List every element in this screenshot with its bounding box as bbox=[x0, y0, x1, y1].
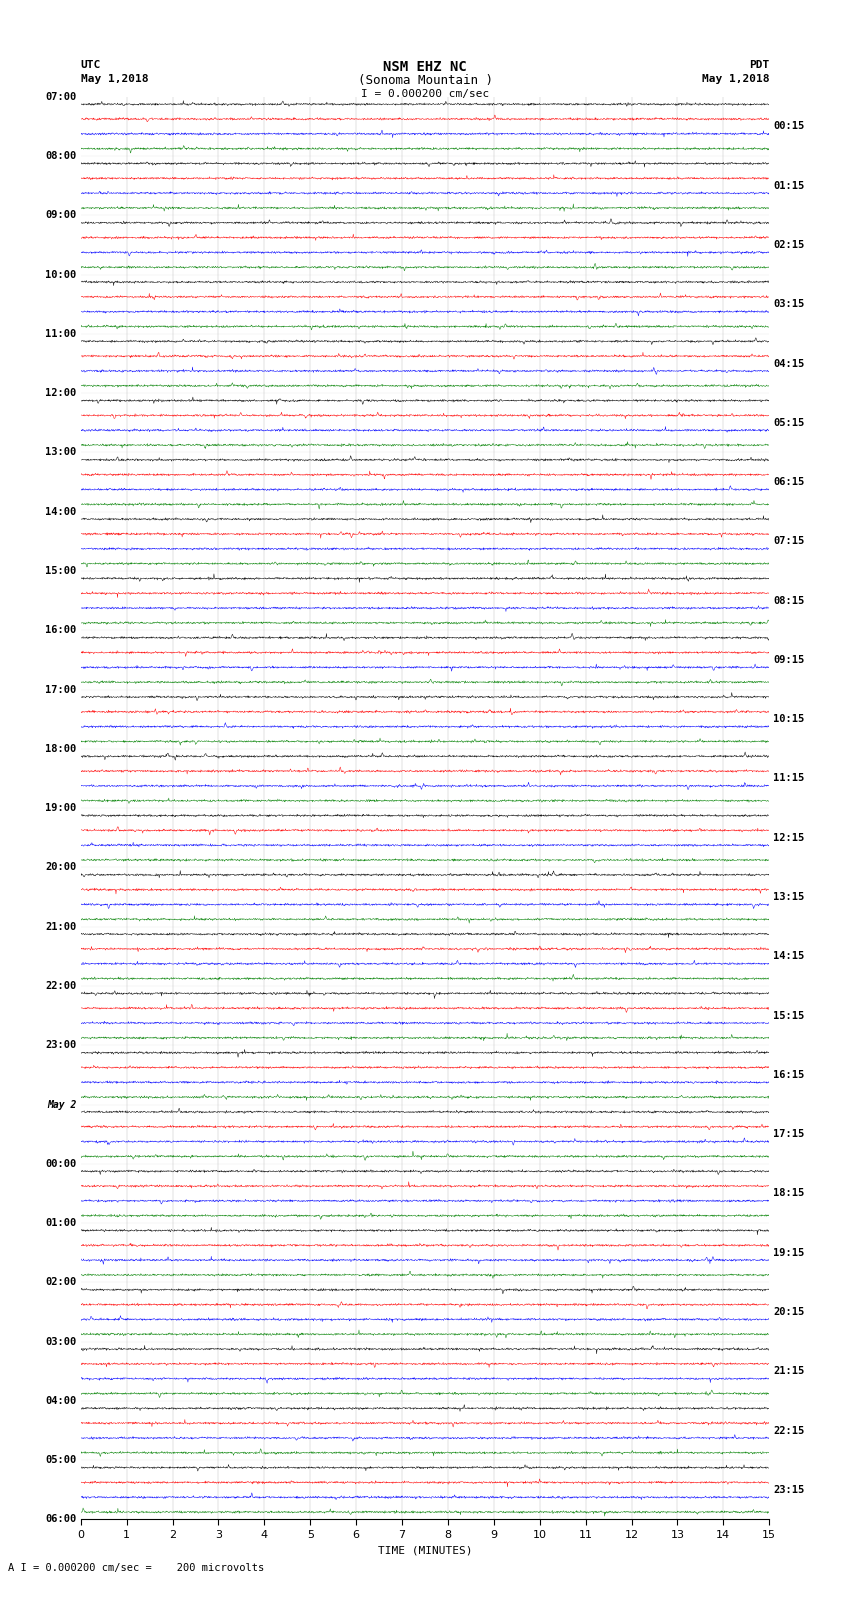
Text: 11:00: 11:00 bbox=[45, 329, 76, 339]
Text: NSM EHZ NC: NSM EHZ NC bbox=[383, 60, 467, 74]
Text: I = 0.000200 cm/sec: I = 0.000200 cm/sec bbox=[361, 89, 489, 100]
Text: 21:15: 21:15 bbox=[774, 1366, 805, 1376]
Text: 01:00: 01:00 bbox=[45, 1218, 76, 1227]
Text: 03:15: 03:15 bbox=[774, 300, 805, 310]
Text: 16:00: 16:00 bbox=[45, 626, 76, 636]
Text: 19:00: 19:00 bbox=[45, 803, 76, 813]
Text: May 1,2018: May 1,2018 bbox=[81, 74, 148, 84]
Text: 18:00: 18:00 bbox=[45, 744, 76, 753]
Text: 17:00: 17:00 bbox=[45, 684, 76, 695]
Text: 19:15: 19:15 bbox=[774, 1248, 805, 1258]
Text: 12:00: 12:00 bbox=[45, 389, 76, 398]
Text: 02:15: 02:15 bbox=[774, 240, 805, 250]
Text: 23:00: 23:00 bbox=[45, 1040, 76, 1050]
Text: 03:00: 03:00 bbox=[45, 1337, 76, 1347]
Text: 09:15: 09:15 bbox=[774, 655, 805, 665]
Text: 10:15: 10:15 bbox=[774, 715, 805, 724]
Text: 04:15: 04:15 bbox=[774, 358, 805, 368]
Text: May 2: May 2 bbox=[47, 1100, 76, 1110]
Text: 07:15: 07:15 bbox=[774, 537, 805, 547]
Text: 05:00: 05:00 bbox=[45, 1455, 76, 1465]
Text: 00:15: 00:15 bbox=[774, 121, 805, 131]
Text: 04:00: 04:00 bbox=[45, 1395, 76, 1407]
Text: 20:00: 20:00 bbox=[45, 863, 76, 873]
Text: 00:00: 00:00 bbox=[45, 1158, 76, 1169]
Text: 14:15: 14:15 bbox=[774, 952, 805, 961]
Text: 02:00: 02:00 bbox=[45, 1277, 76, 1287]
Text: 09:00: 09:00 bbox=[45, 210, 76, 221]
Text: 15:15: 15:15 bbox=[774, 1011, 805, 1021]
Text: A I = 0.000200 cm/sec =    200 microvolts: A I = 0.000200 cm/sec = 200 microvolts bbox=[8, 1563, 264, 1573]
X-axis label: TIME (MINUTES): TIME (MINUTES) bbox=[377, 1545, 473, 1555]
Text: 06:15: 06:15 bbox=[774, 477, 805, 487]
Text: 16:15: 16:15 bbox=[774, 1069, 805, 1079]
Text: 05:15: 05:15 bbox=[774, 418, 805, 427]
Text: 15:00: 15:00 bbox=[45, 566, 76, 576]
Text: 23:15: 23:15 bbox=[774, 1486, 805, 1495]
Text: 18:15: 18:15 bbox=[774, 1189, 805, 1198]
Text: 17:15: 17:15 bbox=[774, 1129, 805, 1139]
Text: 13:00: 13:00 bbox=[45, 447, 76, 458]
Text: 14:00: 14:00 bbox=[45, 506, 76, 516]
Text: PDT: PDT bbox=[749, 60, 769, 69]
Text: 13:15: 13:15 bbox=[774, 892, 805, 902]
Text: 10:00: 10:00 bbox=[45, 269, 76, 279]
Text: (Sonoma Mountain ): (Sonoma Mountain ) bbox=[358, 74, 492, 87]
Text: 22:15: 22:15 bbox=[774, 1426, 805, 1436]
Text: 22:00: 22:00 bbox=[45, 981, 76, 990]
Text: May 1,2018: May 1,2018 bbox=[702, 74, 769, 84]
Text: 20:15: 20:15 bbox=[774, 1307, 805, 1316]
Text: 08:00: 08:00 bbox=[45, 152, 76, 161]
Text: 11:15: 11:15 bbox=[774, 774, 805, 784]
Text: 07:00: 07:00 bbox=[45, 92, 76, 102]
Text: 01:15: 01:15 bbox=[774, 181, 805, 190]
Text: 12:15: 12:15 bbox=[774, 832, 805, 842]
Text: 08:15: 08:15 bbox=[774, 595, 805, 605]
Text: 21:00: 21:00 bbox=[45, 921, 76, 932]
Text: UTC: UTC bbox=[81, 60, 101, 69]
Text: 06:00: 06:00 bbox=[45, 1515, 76, 1524]
